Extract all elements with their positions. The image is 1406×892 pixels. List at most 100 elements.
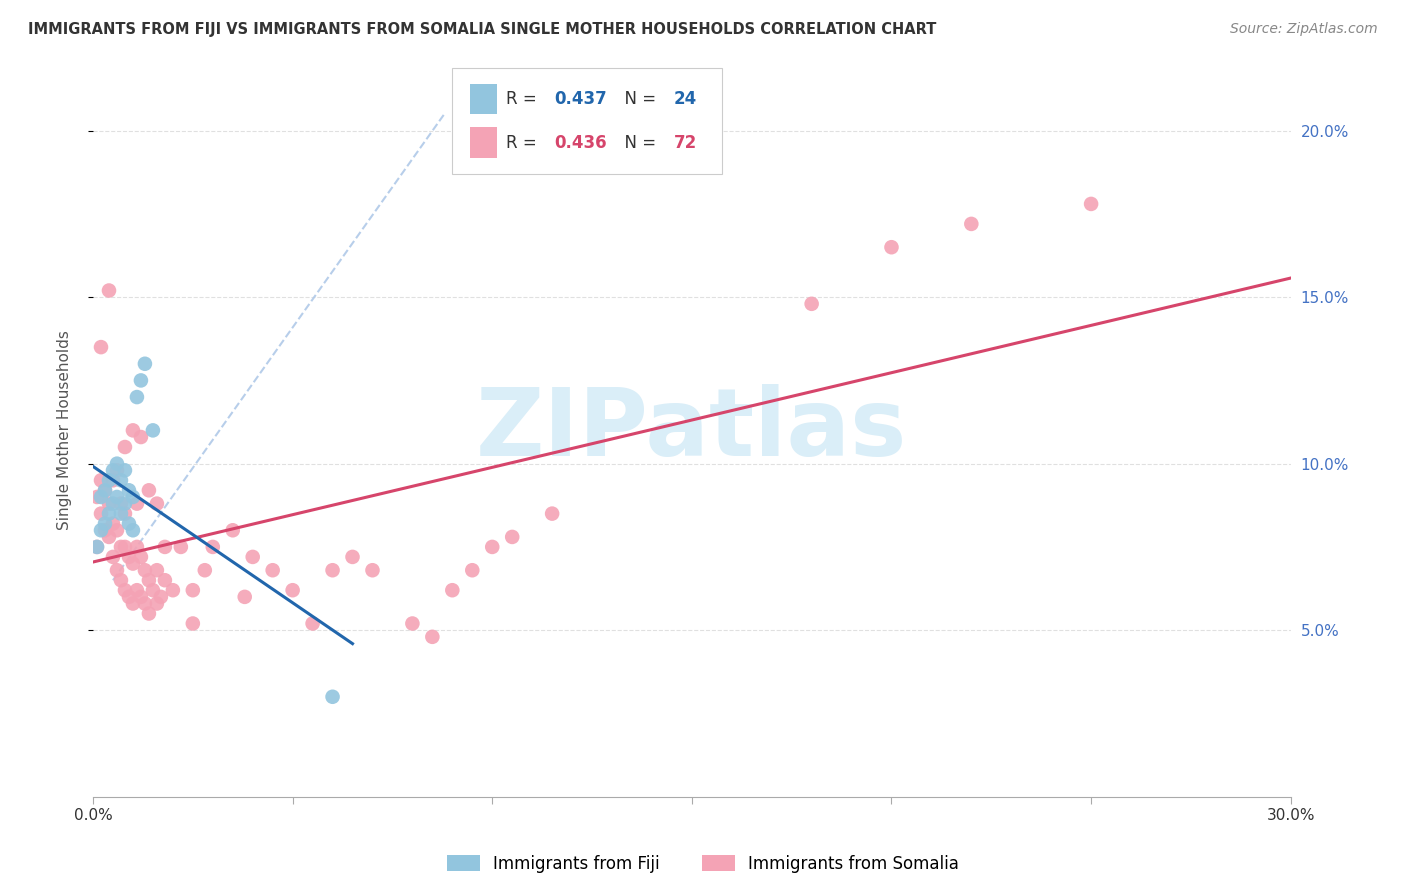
Point xyxy=(114,507,136,521)
Text: 0.437: 0.437 xyxy=(554,90,607,108)
Point xyxy=(122,423,145,437)
Point xyxy=(98,473,121,487)
Point xyxy=(101,549,124,564)
FancyBboxPatch shape xyxy=(470,84,496,114)
Point xyxy=(110,497,132,511)
Point xyxy=(194,563,217,577)
Point xyxy=(94,523,117,537)
Point xyxy=(125,583,148,598)
Point xyxy=(481,540,503,554)
Point xyxy=(401,616,423,631)
Point xyxy=(262,563,284,577)
Text: 72: 72 xyxy=(673,134,697,152)
Text: 24: 24 xyxy=(673,90,697,108)
Point xyxy=(146,563,169,577)
Point xyxy=(125,540,148,554)
Point xyxy=(90,523,112,537)
Point xyxy=(242,549,264,564)
Point xyxy=(114,463,136,477)
Text: R =: R = xyxy=(506,90,543,108)
Point xyxy=(90,507,112,521)
Point xyxy=(122,523,145,537)
Point xyxy=(125,390,148,404)
Point xyxy=(86,540,108,554)
Point xyxy=(342,549,364,564)
Point xyxy=(181,583,204,598)
Point xyxy=(110,507,132,521)
Point xyxy=(129,373,152,387)
Point xyxy=(122,490,145,504)
Point xyxy=(101,463,124,477)
Point xyxy=(101,497,124,511)
Point xyxy=(960,217,983,231)
Point xyxy=(149,590,172,604)
Point xyxy=(94,483,117,498)
Point xyxy=(129,430,152,444)
Point xyxy=(153,573,176,587)
Point xyxy=(90,340,112,354)
Point xyxy=(105,457,128,471)
Point xyxy=(114,497,136,511)
Point xyxy=(105,490,128,504)
Text: IMMIGRANTS FROM FIJI VS IMMIGRANTS FROM SOMALIA SINGLE MOTHER HOUSEHOLDS CORRELA: IMMIGRANTS FROM FIJI VS IMMIGRANTS FROM … xyxy=(28,22,936,37)
Point xyxy=(98,507,121,521)
Point xyxy=(138,573,160,587)
Point xyxy=(201,540,224,554)
Point xyxy=(541,507,564,521)
Point xyxy=(101,473,124,487)
Point xyxy=(90,473,112,487)
Point xyxy=(122,597,145,611)
FancyBboxPatch shape xyxy=(453,68,721,174)
Point xyxy=(110,473,132,487)
Point xyxy=(90,490,112,504)
Point xyxy=(146,497,169,511)
Text: Source: ZipAtlas.com: Source: ZipAtlas.com xyxy=(1230,22,1378,37)
Point xyxy=(105,563,128,577)
Point xyxy=(110,540,132,554)
Point xyxy=(98,497,121,511)
Point xyxy=(142,583,165,598)
Text: R =: R = xyxy=(506,134,543,152)
Point xyxy=(146,597,169,611)
Point xyxy=(86,540,108,554)
Point xyxy=(800,297,823,311)
Point xyxy=(134,597,156,611)
Y-axis label: Single Mother Households: Single Mother Households xyxy=(58,330,72,531)
Point xyxy=(233,590,256,604)
Point xyxy=(122,557,145,571)
Point xyxy=(138,607,160,621)
FancyBboxPatch shape xyxy=(470,128,496,158)
Point xyxy=(129,590,152,604)
Point xyxy=(880,240,903,254)
Point xyxy=(153,540,176,554)
Point xyxy=(125,497,148,511)
Point xyxy=(98,284,121,298)
Point xyxy=(101,516,124,531)
Point xyxy=(281,583,304,598)
Point xyxy=(118,516,141,531)
Point xyxy=(142,423,165,437)
Point xyxy=(461,563,484,577)
Point xyxy=(441,583,464,598)
Point xyxy=(105,523,128,537)
Point xyxy=(501,530,523,544)
Point xyxy=(138,483,160,498)
Text: N =: N = xyxy=(614,90,661,108)
Point xyxy=(114,540,136,554)
Point xyxy=(222,523,245,537)
Point xyxy=(114,440,136,454)
Point xyxy=(118,549,141,564)
Point xyxy=(134,357,156,371)
Legend: Immigrants from Fiji, Immigrants from Somalia: Immigrants from Fiji, Immigrants from So… xyxy=(440,848,966,880)
Point xyxy=(134,563,156,577)
Text: 0.436: 0.436 xyxy=(554,134,607,152)
Point xyxy=(322,690,344,704)
Point xyxy=(118,590,141,604)
Point xyxy=(110,573,132,587)
Point xyxy=(1080,197,1102,211)
Point xyxy=(86,490,108,504)
Point xyxy=(94,516,117,531)
Point xyxy=(361,563,384,577)
Point xyxy=(422,630,444,644)
Point xyxy=(170,540,193,554)
